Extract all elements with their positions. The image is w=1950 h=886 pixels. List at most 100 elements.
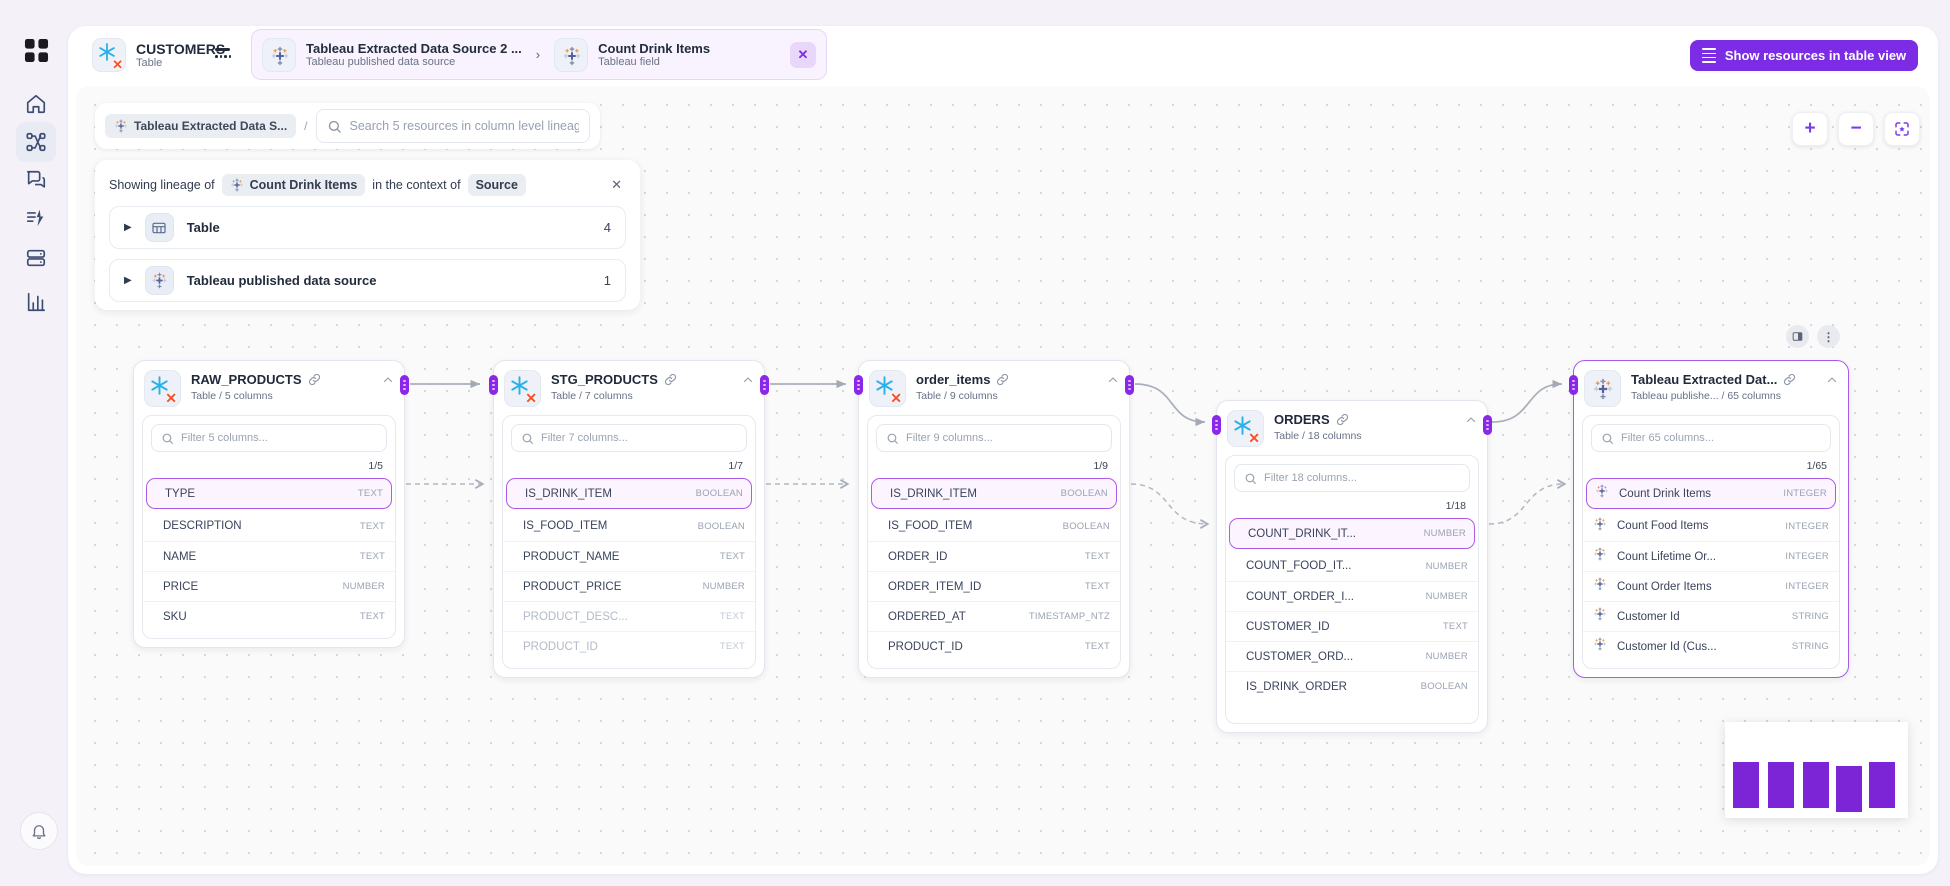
port-right[interactable] <box>1483 415 1492 435</box>
collapse-chevron-icon[interactable] <box>1826 374 1838 386</box>
column-name: ORDER_ITEM_ID <box>888 580 982 593</box>
column-row[interactable]: IS_DRINK_ITEM BOOLEAN <box>871 478 1117 509</box>
filter-input[interactable] <box>1264 472 1460 484</box>
column-row[interactable]: COUNT_DRINK_IT... NUMBER <box>1229 518 1475 549</box>
collapse-chevron-icon[interactable] <box>1107 374 1119 386</box>
sidebar-item-tasks[interactable] <box>16 198 56 238</box>
side-panel-button[interactable] <box>1786 325 1809 348</box>
column-row[interactable]: PRICE NUMBER <box>143 571 395 601</box>
link-icon[interactable] <box>1783 373 1796 386</box>
column-filter[interactable] <box>1591 424 1831 452</box>
column-row[interactable]: PRODUCT_ID TEXT <box>503 631 755 661</box>
column-row[interactable]: Count Drink Items INTEGER <box>1586 478 1836 509</box>
filter-input[interactable] <box>906 432 1102 444</box>
more-options-icon[interactable] <box>215 48 237 58</box>
column-row[interactable]: COUNT_FOOD_IT... NUMBER <box>1226 551 1478 581</box>
selection-datasource-chip[interactable]: Tableau Extracted Data Source 2 ... Tabl… <box>262 37 522 72</box>
filter-input[interactable] <box>1621 432 1821 444</box>
sidebar-item-data-assets[interactable] <box>16 238 56 278</box>
link-icon[interactable] <box>1336 413 1349 426</box>
port-left[interactable] <box>1212 415 1221 435</box>
link-icon[interactable] <box>664 373 677 386</box>
column-row[interactable]: IS_FOOD_ITEM BOOLEAN <box>503 511 755 541</box>
column-type: BOOLEAN <box>1420 681 1468 692</box>
column-row[interactable]: ORDER_ITEM_ID TEXT <box>868 571 1120 601</box>
group-row-table[interactable]: ▶ Table 4 <box>109 206 626 249</box>
port-left[interactable] <box>489 375 498 395</box>
column-row[interactable]: DESCRIPTION TEXT <box>143 511 395 541</box>
collapse-chevron-icon[interactable] <box>742 374 754 386</box>
port-left[interactable] <box>854 375 863 395</box>
close-panel-button[interactable]: ✕ <box>611 177 622 192</box>
target-field-chip[interactable]: Count Drink Items <box>221 174 366 196</box>
group-row-tableau-source[interactable]: ▶ Tableau published data source 1 <box>109 259 626 302</box>
zoom-out-button[interactable]: − <box>1838 112 1874 146</box>
lineage-node-tableau-extracted[interactable]: Tableau Extracted Dat... Tableau publish… <box>1569 360 1849 678</box>
column-row[interactable]: TYPE TEXT <box>146 478 392 509</box>
column-filter[interactable] <box>1234 464 1470 492</box>
lineage-search[interactable] <box>315 109 590 143</box>
sidebar-item-lineage[interactable] <box>16 122 56 162</box>
column-row[interactable]: IS_DRINK_ITEM BOOLEAN <box>506 478 752 509</box>
column-row[interactable]: ORDER_ID TEXT <box>868 541 1120 571</box>
filter-input[interactable] <box>541 432 737 444</box>
column-row[interactable]: Count Order Items INTEGER <box>1583 571 1839 601</box>
port-right[interactable] <box>400 375 409 395</box>
lineage-node-order-items[interactable]: ✕ order_items Table / 9 columns 1/9 IS_D… <box>854 360 1134 678</box>
chevron-right-icon: › <box>535 47 541 62</box>
collapse-chevron-icon[interactable] <box>382 374 394 386</box>
node-menu-button[interactable]: ⋮ <box>1817 325 1840 348</box>
column-count: 1/9 <box>1093 460 1108 472</box>
column-row[interactable]: SKU TEXT <box>143 601 395 631</box>
column-filter[interactable] <box>876 424 1112 452</box>
column-row[interactable]: Customer Id STRING <box>1583 601 1839 631</box>
fit-view-button[interactable] <box>1884 112 1920 146</box>
link-icon[interactable] <box>308 373 321 386</box>
lineage-node-raw-products[interactable]: ✕ RAW_PRODUCTS Table / 5 columns 1/5 TYP… <box>133 360 409 648</box>
app-logo-icon[interactable] <box>24 38 49 63</box>
column-row[interactable]: PRODUCT_ID TEXT <box>868 631 1120 661</box>
column-row[interactable]: IS_DRINK_ORDER BOOLEAN <box>1226 671 1478 701</box>
column-row[interactable]: CUSTOMER_ID TEXT <box>1226 611 1478 641</box>
column-row[interactable]: ORDERED_AT TIMESTAMP_NTZ <box>868 601 1120 631</box>
expand-caret-icon[interactable]: ▶ <box>124 222 132 233</box>
node-title: Tableau Extracted Dat... <box>1631 372 1778 387</box>
lineage-minimap[interactable] <box>1725 722 1908 818</box>
port-right[interactable] <box>760 375 769 395</box>
column-row[interactable]: IS_FOOD_ITEM BOOLEAN <box>868 511 1120 541</box>
column-filter[interactable] <box>151 424 387 452</box>
notifications-button[interactable] <box>20 812 58 850</box>
show-resources-button[interactable]: Show resources in table view <box>1690 40 1918 71</box>
current-asset-chip[interactable]: ✕ CUSTOMERS Table <box>92 38 225 72</box>
column-row[interactable]: Count Lifetime Or... INTEGER <box>1583 541 1839 571</box>
column-filter[interactable] <box>511 424 747 452</box>
collapse-chevron-icon[interactable] <box>1465 414 1477 426</box>
port-left[interactable] <box>1569 375 1578 395</box>
zoom-in-button[interactable]: + <box>1792 112 1828 146</box>
column-row[interactable]: Customer Id (Cus... STRING <box>1583 631 1839 661</box>
column-row[interactable]: Count Food Items INTEGER <box>1583 511 1839 541</box>
column-row[interactable]: NAME TEXT <box>143 541 395 571</box>
sidebar-item-home[interactable] <box>16 84 56 124</box>
sidebar-item-insights[interactable] <box>16 282 56 322</box>
column-row[interactable]: CUSTOMER_ORD... NUMBER <box>1226 641 1478 671</box>
expand-caret-icon[interactable]: ▶ <box>124 275 132 286</box>
selection-field-chip[interactable]: Count Drink Items Tableau field <box>554 37 711 72</box>
lineage-node-orders[interactable]: ✕ ORDERS Table / 18 columns 1/18 COUNT_D… <box>1212 400 1492 733</box>
context-chip[interactable]: Source <box>467 174 526 196</box>
search-input[interactable] <box>349 119 579 133</box>
node-subtitle: Table / 5 columns <box>191 390 273 402</box>
lineage-node-stg-products[interactable]: ✕ STG_PRODUCTS Table / 7 columns 1/7 IS_… <box>489 360 769 678</box>
column-row[interactable]: COUNT_ORDER_I... NUMBER <box>1226 581 1478 611</box>
breadcrumb[interactable]: Tableau Extracted Data S... <box>105 114 297 138</box>
column-row[interactable]: PRODUCT_PRICE NUMBER <box>503 571 755 601</box>
close-selection-button[interactable]: ✕ <box>790 41 816 68</box>
sidebar-item-conversations[interactable] <box>16 160 56 200</box>
filter-input[interactable] <box>181 432 377 444</box>
selection-title: Count Drink Items <box>598 40 711 56</box>
snowflake-table-icon: ✕ <box>869 370 906 407</box>
port-right[interactable] <box>1125 375 1134 395</box>
column-row[interactable]: PRODUCT_DESC... TEXT <box>503 601 755 631</box>
column-row[interactable]: PRODUCT_NAME TEXT <box>503 541 755 571</box>
link-icon[interactable] <box>996 373 1009 386</box>
